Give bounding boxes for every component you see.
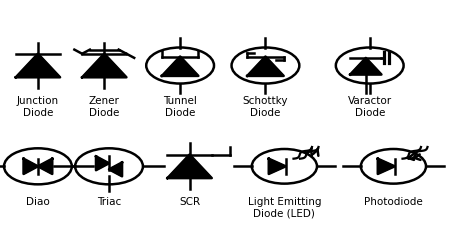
- Text: Photodiode: Photodiode: [364, 197, 423, 207]
- Text: Light Emitting
Diode (LED): Light Emitting Diode (LED): [247, 197, 321, 218]
- Polygon shape: [96, 156, 109, 170]
- Polygon shape: [247, 56, 283, 76]
- Text: Tunnel
Diode: Tunnel Diode: [163, 96, 197, 118]
- Polygon shape: [350, 58, 382, 75]
- Text: Triac: Triac: [97, 197, 121, 207]
- Polygon shape: [378, 159, 395, 174]
- Text: Schottky
Diode: Schottky Diode: [243, 96, 288, 118]
- Text: SCR: SCR: [179, 197, 200, 207]
- Polygon shape: [269, 159, 286, 174]
- Text: Diao: Diao: [26, 197, 50, 207]
- Text: Junction
Diode: Junction Diode: [17, 96, 59, 118]
- Polygon shape: [167, 154, 212, 178]
- Polygon shape: [109, 163, 122, 176]
- Polygon shape: [38, 159, 52, 174]
- Polygon shape: [24, 159, 38, 174]
- Text: Zener
Diode: Zener Diode: [89, 96, 120, 118]
- Polygon shape: [82, 54, 127, 77]
- Polygon shape: [162, 56, 198, 76]
- Text: Varactor
Diode: Varactor Diode: [347, 96, 392, 118]
- Polygon shape: [16, 54, 60, 77]
